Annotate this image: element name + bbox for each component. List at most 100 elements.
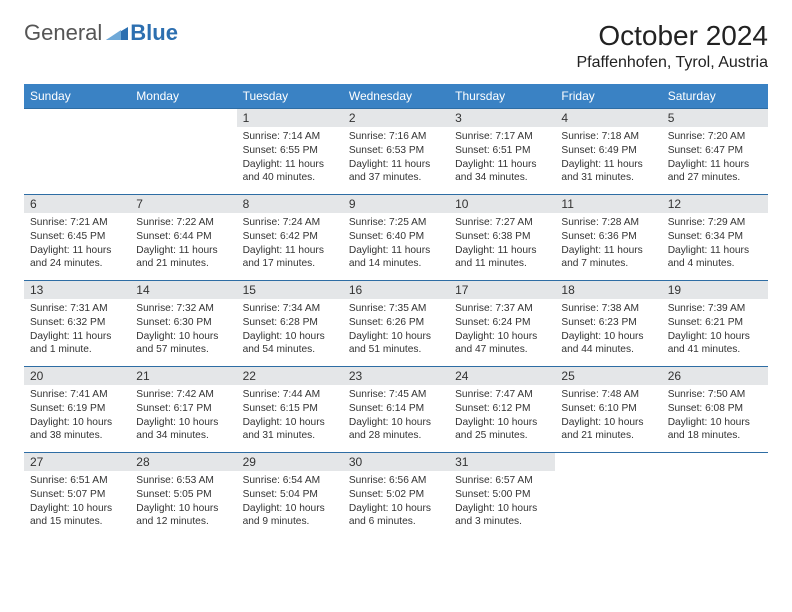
sunrise-line: Sunrise: 7:42 AM	[136, 388, 230, 402]
sunrise-line: Sunrise: 7:17 AM	[455, 130, 549, 144]
sunrise-line: Sunrise: 7:27 AM	[455, 216, 549, 230]
day-details: Sunrise: 6:57 AMSunset: 5:00 PMDaylight:…	[449, 471, 555, 533]
sunset-line: Sunset: 6:49 PM	[561, 144, 655, 158]
calendar-cell: 4Sunrise: 7:18 AMSunset: 6:49 PMDaylight…	[555, 109, 661, 195]
calendar-cell	[662, 453, 768, 539]
daylight-line: Daylight: 10 hours and 15 minutes.	[30, 502, 124, 530]
day-number: 9	[343, 195, 449, 213]
sunrise-line: Sunrise: 7:24 AM	[243, 216, 337, 230]
sunset-line: Sunset: 6:45 PM	[30, 230, 124, 244]
day-details: Sunrise: 7:20 AMSunset: 6:47 PMDaylight:…	[662, 127, 768, 189]
day-number: 20	[24, 367, 130, 385]
day-number: 25	[555, 367, 661, 385]
daylight-line: Daylight: 10 hours and 25 minutes.	[455, 416, 549, 444]
day-details: Sunrise: 7:48 AMSunset: 6:10 PMDaylight:…	[555, 385, 661, 447]
sunrise-line: Sunrise: 7:28 AM	[561, 216, 655, 230]
header: General Blue October 2024 Pfaffenhofen, …	[24, 20, 768, 72]
calendar-cell: 26Sunrise: 7:50 AMSunset: 6:08 PMDayligh…	[662, 367, 768, 453]
sunset-line: Sunset: 6:30 PM	[136, 316, 230, 330]
calendar-cell: 5Sunrise: 7:20 AMSunset: 6:47 PMDaylight…	[662, 109, 768, 195]
sunrise-line: Sunrise: 7:22 AM	[136, 216, 230, 230]
day-number: 11	[555, 195, 661, 213]
calendar-row: 27Sunrise: 6:51 AMSunset: 5:07 PMDayligh…	[24, 453, 768, 539]
day-details: Sunrise: 7:18 AMSunset: 6:49 PMDaylight:…	[555, 127, 661, 189]
sunrise-line: Sunrise: 7:50 AM	[668, 388, 762, 402]
day-details: Sunrise: 6:56 AMSunset: 5:02 PMDaylight:…	[343, 471, 449, 533]
sunset-line: Sunset: 5:07 PM	[30, 488, 124, 502]
calendar-cell: 30Sunrise: 6:56 AMSunset: 5:02 PMDayligh…	[343, 453, 449, 539]
day-number: 24	[449, 367, 555, 385]
sunrise-line: Sunrise: 7:25 AM	[349, 216, 443, 230]
sunrise-line: Sunrise: 7:44 AM	[243, 388, 337, 402]
day-details: Sunrise: 6:54 AMSunset: 5:04 PMDaylight:…	[237, 471, 343, 533]
sunset-line: Sunset: 6:24 PM	[455, 316, 549, 330]
day-details: Sunrise: 7:24 AMSunset: 6:42 PMDaylight:…	[237, 213, 343, 275]
daylight-line: Daylight: 10 hours and 57 minutes.	[136, 330, 230, 358]
day-number: 6	[24, 195, 130, 213]
calendar-cell: 16Sunrise: 7:35 AMSunset: 6:26 PMDayligh…	[343, 281, 449, 367]
day-number: 27	[24, 453, 130, 471]
weekday-header: Sunday	[24, 84, 130, 109]
sunrise-line: Sunrise: 7:47 AM	[455, 388, 549, 402]
sunset-line: Sunset: 5:02 PM	[349, 488, 443, 502]
sunrise-line: Sunrise: 7:39 AM	[668, 302, 762, 316]
calendar-table: SundayMondayTuesdayWednesdayThursdayFrid…	[24, 84, 768, 539]
day-details: Sunrise: 7:21 AMSunset: 6:45 PMDaylight:…	[24, 213, 130, 275]
day-number: 4	[555, 109, 661, 127]
sunrise-line: Sunrise: 7:38 AM	[561, 302, 655, 316]
sunrise-line: Sunrise: 6:57 AM	[455, 474, 549, 488]
daylight-line: Daylight: 10 hours and 51 minutes.	[349, 330, 443, 358]
daylight-line: Daylight: 10 hours and 47 minutes.	[455, 330, 549, 358]
sunset-line: Sunset: 6:44 PM	[136, 230, 230, 244]
sunset-line: Sunset: 6:26 PM	[349, 316, 443, 330]
day-number: 13	[24, 281, 130, 299]
calendar-cell: 7Sunrise: 7:22 AMSunset: 6:44 PMDaylight…	[130, 195, 236, 281]
calendar-cell: 21Sunrise: 7:42 AMSunset: 6:17 PMDayligh…	[130, 367, 236, 453]
day-number: 19	[662, 281, 768, 299]
sunset-line: Sunset: 6:47 PM	[668, 144, 762, 158]
calendar-row: 1Sunrise: 7:14 AMSunset: 6:55 PMDaylight…	[24, 109, 768, 195]
calendar-cell: 14Sunrise: 7:32 AMSunset: 6:30 PMDayligh…	[130, 281, 236, 367]
sunrise-line: Sunrise: 6:51 AM	[30, 474, 124, 488]
sunset-line: Sunset: 6:51 PM	[455, 144, 549, 158]
sunset-line: Sunset: 6:08 PM	[668, 402, 762, 416]
calendar-cell: 17Sunrise: 7:37 AMSunset: 6:24 PMDayligh…	[449, 281, 555, 367]
sunrise-line: Sunrise: 7:41 AM	[30, 388, 124, 402]
daylight-line: Daylight: 10 hours and 3 minutes.	[455, 502, 549, 530]
daylight-line: Daylight: 11 hours and 14 minutes.	[349, 244, 443, 272]
day-details: Sunrise: 7:35 AMSunset: 6:26 PMDaylight:…	[343, 299, 449, 361]
day-number: 2	[343, 109, 449, 127]
calendar-cell	[24, 109, 130, 195]
day-details: Sunrise: 7:34 AMSunset: 6:28 PMDaylight:…	[237, 299, 343, 361]
sunrise-line: Sunrise: 7:35 AM	[349, 302, 443, 316]
day-number: 10	[449, 195, 555, 213]
day-number: 22	[237, 367, 343, 385]
day-details: Sunrise: 7:17 AMSunset: 6:51 PMDaylight:…	[449, 127, 555, 189]
sunrise-line: Sunrise: 7:29 AM	[668, 216, 762, 230]
daylight-line: Daylight: 10 hours and 9 minutes.	[243, 502, 337, 530]
day-details: Sunrise: 7:47 AMSunset: 6:12 PMDaylight:…	[449, 385, 555, 447]
daylight-line: Daylight: 11 hours and 24 minutes.	[30, 244, 124, 272]
sunrise-line: Sunrise: 7:37 AM	[455, 302, 549, 316]
daylight-line: Daylight: 10 hours and 12 minutes.	[136, 502, 230, 530]
day-details: Sunrise: 7:41 AMSunset: 6:19 PMDaylight:…	[24, 385, 130, 447]
daylight-line: Daylight: 10 hours and 34 minutes.	[136, 416, 230, 444]
day-details: Sunrise: 6:53 AMSunset: 5:05 PMDaylight:…	[130, 471, 236, 533]
sunset-line: Sunset: 5:05 PM	[136, 488, 230, 502]
weekday-header: Friday	[555, 84, 661, 109]
daylight-line: Daylight: 11 hours and 34 minutes.	[455, 158, 549, 186]
logo-text-general: General	[24, 20, 102, 46]
calendar-cell: 12Sunrise: 7:29 AMSunset: 6:34 PMDayligh…	[662, 195, 768, 281]
day-number: 18	[555, 281, 661, 299]
sunset-line: Sunset: 6:55 PM	[243, 144, 337, 158]
daylight-line: Daylight: 11 hours and 11 minutes.	[455, 244, 549, 272]
calendar-cell: 13Sunrise: 7:31 AMSunset: 6:32 PMDayligh…	[24, 281, 130, 367]
sunrise-line: Sunrise: 6:54 AM	[243, 474, 337, 488]
day-details: Sunrise: 7:29 AMSunset: 6:34 PMDaylight:…	[662, 213, 768, 275]
sunset-line: Sunset: 6:36 PM	[561, 230, 655, 244]
sunset-line: Sunset: 6:28 PM	[243, 316, 337, 330]
sunset-line: Sunset: 6:10 PM	[561, 402, 655, 416]
day-number: 8	[237, 195, 343, 213]
calendar-cell: 15Sunrise: 7:34 AMSunset: 6:28 PMDayligh…	[237, 281, 343, 367]
day-details: Sunrise: 7:16 AMSunset: 6:53 PMDaylight:…	[343, 127, 449, 189]
